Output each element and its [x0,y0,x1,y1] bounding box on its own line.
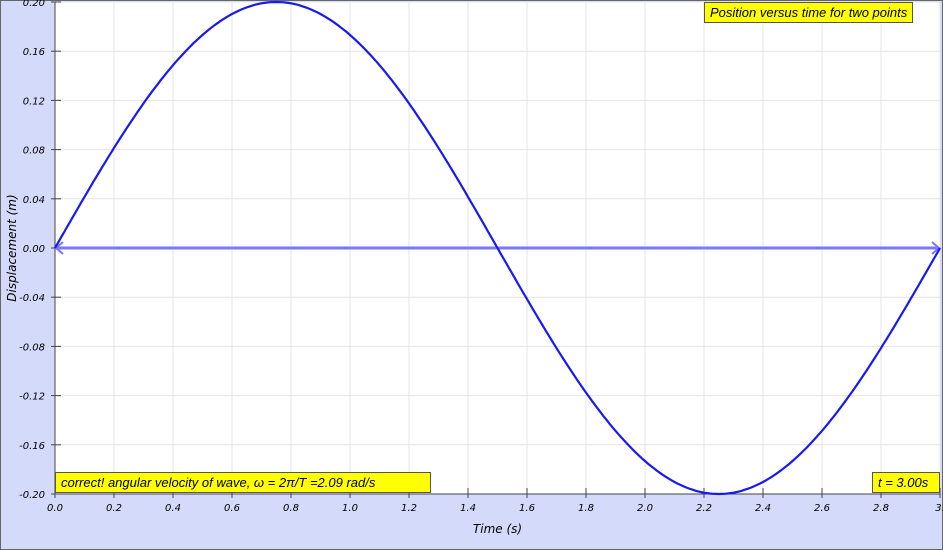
x-tick-label: 0.6 [224,503,240,514]
y-tick-label: -0.16 [19,441,45,452]
x-tick-label: 0.0 [47,503,63,514]
x-tick-label: 1.0 [342,503,358,514]
x-tick-label: 1.2 [401,503,417,514]
y-axis-label: Displacement (m) [5,194,19,301]
x-tick-label: 1.6 [519,503,535,514]
y-tick-label: -0.08 [19,342,45,353]
y-tick-label: 0.16 [23,47,45,58]
x-tick-label: 2.8 [873,503,889,514]
time-readout: t = 3.00s [872,472,940,493]
wave-line [54,0,941,496]
y-tick-label: 0.04 [23,195,45,206]
x-tick-label: 0.8 [283,503,299,514]
y-tick-label: -0.04 [19,293,45,304]
x-tick-label: 2.0 [637,503,653,514]
y-tick-label: 0.08 [23,146,45,157]
chart-title: Position versus time for two points [704,2,914,23]
feedback-label: correct! angular velocity of wave, ω = 2… [55,472,431,493]
y-tick-label: -0.20 [19,490,45,501]
x-tick-label: 2.2 [696,503,712,514]
x-tick-label: 3. [935,503,943,514]
x-tick-label: 2.4 [755,503,771,514]
y-tick-label: 0.20 [23,0,45,9]
x-tick-label: 1.4 [460,503,476,514]
y-tick-label: -0.12 [19,392,45,403]
y-tick-label: 0.00 [23,244,45,255]
x-tick-label: 2.6 [814,503,830,514]
x-tick-label: 0.2 [106,503,122,514]
x-tick-label: 1.8 [578,503,594,514]
x-tick-label: 0.4 [165,503,181,514]
x-axis-label: Time (s) [473,522,522,536]
y-tick-label: 0.12 [23,96,45,107]
